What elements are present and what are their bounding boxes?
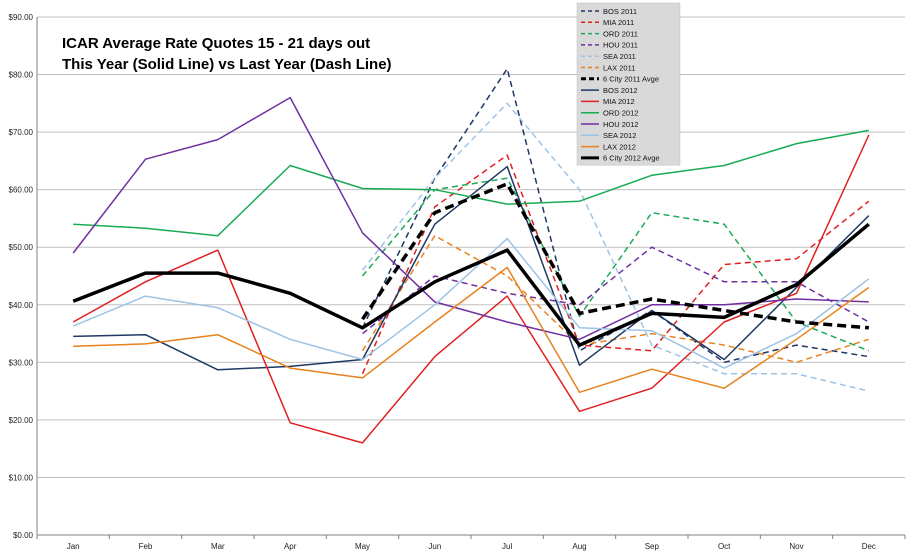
- series-line-bos-2012: [73, 165, 870, 371]
- y-tick-label: $60.00: [9, 186, 34, 195]
- series-line-6-city-2011-avge: [361, 182, 869, 330]
- x-tick-label: Nov: [789, 542, 803, 551]
- y-tick-label: $20.00: [9, 416, 34, 425]
- x-tick-label: Jul: [502, 542, 512, 551]
- series-line-mia-2011: [361, 154, 870, 375]
- series-line-mia-2012: [72, 134, 870, 444]
- gridlines: [37, 16, 905, 536]
- x-tick-label: Jun: [428, 542, 441, 551]
- series-line-sea-2012: [72, 237, 870, 369]
- y-tick-label: $40.00: [9, 301, 34, 310]
- x-tick-label: Feb: [139, 542, 153, 551]
- x-tick-label: Sep: [645, 542, 660, 551]
- x-tick-label: May: [355, 542, 370, 551]
- legend-label: SEA 2012: [603, 131, 636, 140]
- legend-label: HOU 2011: [603, 41, 638, 50]
- series-line-6-city-2012-avge: [72, 222, 870, 347]
- series-line-sea-2011: [361, 102, 869, 392]
- series-line-hou-2011: [362, 246, 870, 335]
- y-tick-label: $80.00: [9, 71, 34, 80]
- series-line-lax-2011: [361, 234, 870, 364]
- x-tick-label: Aug: [572, 542, 586, 551]
- legend-label: SEA 2011: [603, 52, 636, 61]
- x-tick-label: Oct: [718, 542, 731, 551]
- series-line-hou-2012: [72, 96, 869, 341]
- legend-label: MIA 2012: [603, 97, 635, 106]
- y-tick-label: $0.00: [13, 531, 34, 540]
- x-tick-label: Apr: [284, 542, 297, 551]
- legend-label: BOS 2011: [603, 7, 637, 16]
- legend-label: MIA 2011: [603, 18, 634, 27]
- legend-label: ORD 2012: [603, 109, 638, 118]
- axes: $0.00 $10.00 $20.00 $30.00 $40.00 $50.00 $60.0…: [9, 13, 906, 551]
- x-tick-label: Mar: [211, 542, 225, 551]
- x-tick-label: Jan: [67, 542, 80, 551]
- series-line-lax-2012: [73, 266, 870, 394]
- legend-label: LAX 2012: [603, 142, 636, 151]
- legend-label: ORD 2011: [603, 29, 638, 38]
- legend-box: [576, 2, 681, 166]
- legend-label: LAX 2011: [603, 63, 635, 72]
- x-tick-label: Dec: [862, 542, 876, 551]
- legend-label: 6 City 2012 Avge: [603, 154, 660, 163]
- y-tick-label: $70.00: [9, 128, 34, 137]
- series-lines: [72, 68, 870, 444]
- y-tick-label: $30.00: [9, 358, 34, 367]
- legend: BOS 2011 MIA 2011 ORD 2011 HOU 2011 SEA 2011…: [576, 2, 681, 166]
- series-line-ord-2011: [361, 177, 870, 352]
- legend-label: HOU 2012: [603, 120, 638, 129]
- legend-label: BOS 2012: [603, 86, 638, 95]
- legend-label: 6 City 2011 Avge: [603, 75, 659, 84]
- y-tick-label: $10.00: [9, 473, 34, 482]
- y-tick-label: $50.00: [9, 243, 34, 252]
- chart-title: ICAR Average Rate Quotes 15 - 21 days ou…: [62, 35, 392, 73]
- chart-title-line-2: This Year (Solid Line) vs Last Year (Das…: [62, 56, 392, 73]
- chart-title-line-1: ICAR Average Rate Quotes 15 - 21 days ou…: [62, 35, 370, 52]
- y-tick-label: $90.00: [9, 13, 34, 22]
